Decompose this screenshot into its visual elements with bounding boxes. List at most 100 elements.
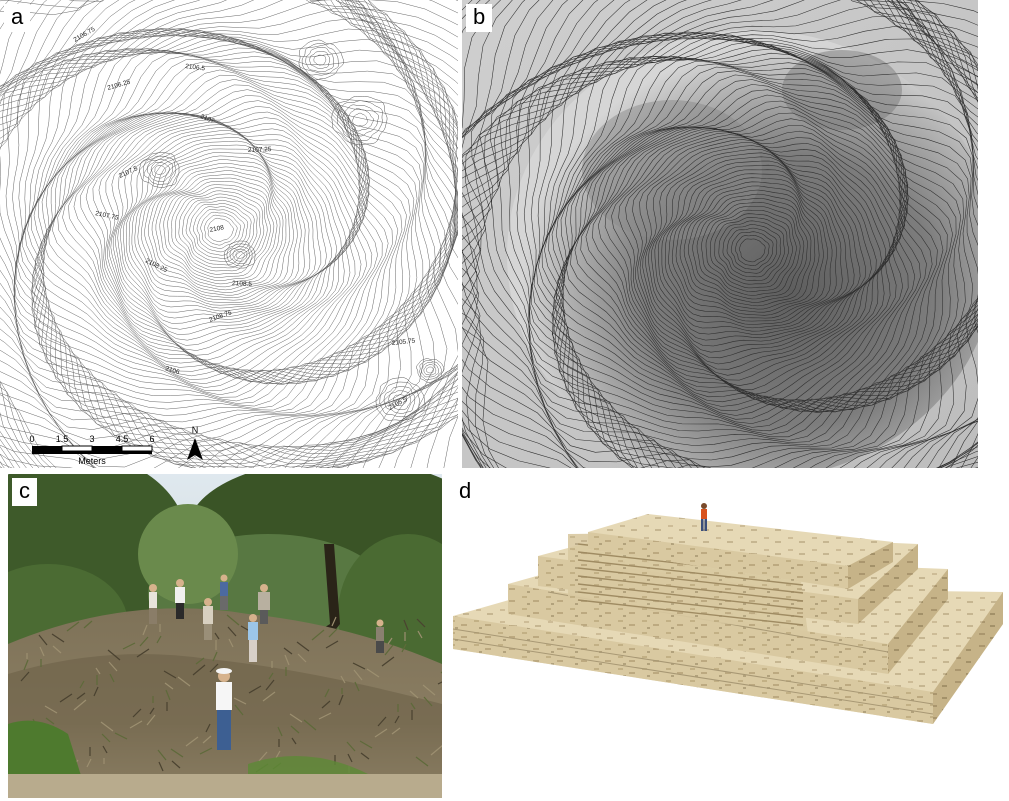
contour-line [421,362,440,378]
contour-line [232,248,248,262]
contour-line [200,211,242,249]
contour-line [0,0,458,468]
contour-line [0,0,458,468]
contour-line [548,57,962,432]
contour-line [493,32,978,468]
contour-line [0,0,458,468]
contour-line [462,0,978,468]
scale-bar: 0 1.5 3 4.5 6 Meters [29,434,154,466]
contour-line [523,32,978,468]
contour-line [671,177,828,319]
scale-tick-0: 0 [29,434,34,444]
contour-line [462,0,978,468]
elevation-label: 2106 [164,365,180,376]
elevation-label: 2106.25 [107,79,132,92]
contour-line [651,152,861,341]
contour-line [178,193,261,269]
contour-line [0,0,458,468]
contour-line [137,155,298,301]
contour-line [505,31,978,468]
contour-line [30,55,403,388]
contour-line [661,164,843,329]
contour-line [0,29,458,461]
contour-line [383,386,416,414]
contour-line [529,32,978,468]
contour-line [580,106,908,406]
contour-line [207,217,234,242]
contour-line [645,145,872,353]
contour-line [597,125,904,395]
contour-line [147,166,287,293]
contour-line [0,0,458,468]
contour-line [155,174,281,288]
contour-line [688,193,812,307]
contour-line [0,0,458,468]
contour-line [305,47,335,73]
contour-line [730,231,774,270]
elevation-label: 2108.25 [144,258,169,275]
elevation-label: 2108 [209,224,225,234]
contour-line [423,364,437,376]
contour-line [462,0,978,468]
panel-c-field-photo: c [8,474,442,798]
contour-line [0,8,458,468]
panel-b-hillshade-map: b [462,0,978,468]
contour-line [15,30,451,429]
hillshade-contour-lines [462,0,978,468]
contour-line [57,95,370,378]
contour-line [12,28,458,441]
contour-line [657,160,849,332]
contour-line [80,113,364,365]
contour-line [122,137,322,314]
contour-line [639,139,882,365]
panel-c-letter: c [12,478,37,506]
contour-line [32,59,399,384]
contour-line [0,0,458,468]
contour-line [16,32,447,423]
contour-line [0,0,458,468]
contour-line [0,0,458,468]
contour-line [224,240,256,269]
contour-line [664,169,837,325]
contour-line [0,0,458,468]
stepped-platform-render [452,503,1003,724]
contour-line [561,84,921,413]
contour-line [722,224,781,278]
contour-line [552,66,944,416]
contour-line [462,0,978,468]
contour-line [701,206,801,296]
contour-line [675,181,824,316]
contour-line [151,170,284,291]
contour-line [196,209,245,253]
contour-line [462,0,978,468]
contour-line [143,155,177,185]
contour-line [462,0,978,468]
panel-a-letter: a [4,4,31,32]
contour-line [735,235,770,266]
people-figures [149,574,384,750]
scale-tick-2: 3 [89,434,94,444]
scale-tick-3: 4.5 [116,434,129,444]
contour-line [462,0,978,468]
contour-line [555,74,933,413]
contour-line [574,100,909,409]
contour-line [611,130,899,386]
contour-line [462,0,978,468]
contour-line [388,390,412,410]
contour-line [146,159,173,182]
contour-line [484,33,978,468]
elevation-label: 2107.75 [95,210,120,222]
contour-line [551,63,948,420]
contour-line [85,114,361,361]
contour-line [0,0,458,468]
contour-line [73,111,366,369]
contour-line [462,0,978,468]
contour-line [35,66,389,385]
contour-line [336,100,383,141]
contour-line [0,0,458,468]
contour-line [112,124,342,335]
contour-line [530,34,978,468]
contour-line [68,106,368,373]
contour-line [0,0,458,468]
contour-line [163,181,275,282]
